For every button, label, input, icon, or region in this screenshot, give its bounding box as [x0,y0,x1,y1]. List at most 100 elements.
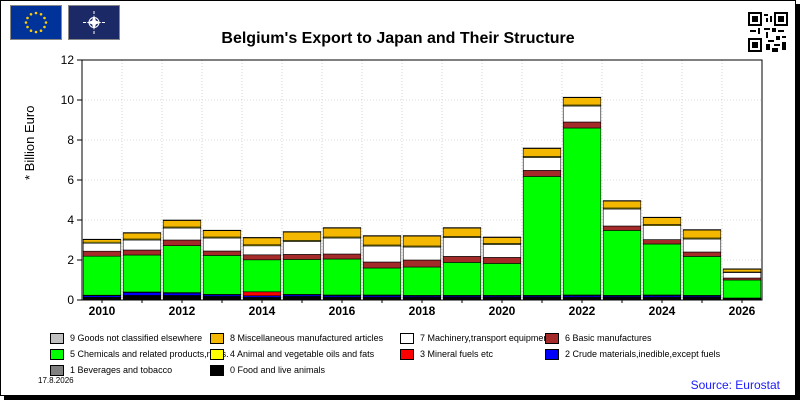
bar-segment [482,237,522,244]
y-tick-label: 4 [67,213,74,227]
legend-swatch [50,349,64,361]
bar-segment [602,225,642,231]
x-tick-label: 2012 [169,304,196,318]
y-tick-label: 6 [67,173,74,187]
legend-swatch [210,349,224,361]
bar-segment [402,259,442,268]
legend-item: 3 Mineral fuels etc [400,348,494,361]
bar-segment [242,245,282,256]
bar-segment [602,200,642,209]
legend-label: 4 Animal and vegetable oils and fats [230,349,375,359]
bar-segment [482,236,522,238]
bar-segment [162,239,202,246]
x-tick-label: 2016 [329,304,356,318]
legend-swatch [210,365,224,377]
chart-legend: 9 Goods not classified elsewhere 8 Miscel… [50,332,770,377]
bar-segment [482,263,522,296]
x-tick-label: 2024 [649,304,676,318]
legend-swatch [545,333,559,345]
bar-segment [642,243,682,296]
legend-label: 9 Goods not classified elsewhere [70,333,203,343]
y-tick-label: 2 [67,253,74,267]
bar-segment [202,250,242,256]
legend-item: 1 Beverages and tobacco [50,364,173,377]
bar-segment [682,251,722,257]
bar-segment [122,232,162,240]
bar-segment [402,246,442,261]
bar-segment [122,292,162,296]
bar-segment [522,157,562,171]
bar-segment [602,230,642,296]
nato-flag-icon [68,5,120,40]
y-tick-label: 8 [67,133,74,147]
y-tick-label: 0 [67,293,74,307]
bar-segment [722,277,762,281]
bar-segment [202,237,242,252]
bar-segment [442,227,482,237]
bar-segment [522,148,562,157]
bar-segment [402,266,442,296]
legend-item: 2 Crude materials,inedible,except fuels [545,348,721,361]
bar-segment [322,253,362,260]
bar-segment [642,217,682,225]
bar-segment [162,220,202,228]
plot-border [81,59,763,301]
bar-segment [402,235,442,237]
legend-item: 9 Goods not classified elsewhere [50,332,203,345]
bar-segment [282,231,322,233]
legend-item: 4 Animal and vegetable oils and fats [210,348,375,361]
bar-segment [202,230,242,238]
bar-segment [82,242,122,252]
bar-segment [362,235,402,246]
bar-segment [442,262,482,296]
bar-segment [122,295,162,301]
bar-segment [322,227,362,229]
bar-segment [162,245,202,293]
x-tick-label: 2022 [569,304,596,318]
eu-flag-icon [10,5,62,40]
legend-label: 3 Mineral fuels etc [420,349,494,359]
bar-segment [682,229,722,239]
x-tick-label: 2018 [409,304,436,318]
bar-segment [82,255,122,296]
bar-segment [82,250,122,257]
bar-segment [362,245,402,263]
bar-segment [442,227,482,229]
date-stamp: 17.8.2026 [38,376,74,385]
bar-segment [122,239,162,251]
bar-segment [282,254,322,260]
legend-item: 6 Basic manufactures [545,332,652,345]
legend-label: 7 Machinery,transport equipment [420,333,551,343]
bar-segment [442,256,482,263]
legend-label: 5 Chemicals and related products,n.e.s. [70,349,229,359]
bar-segment [122,232,162,234]
legend-item: 8 Miscellaneous manufactured articles [210,332,383,345]
bar-segment [162,227,202,241]
qr-code-icon [748,12,788,52]
bar-segment [122,254,162,293]
legend-item: 5 Chemicals and related products,n.e.s. [50,348,229,361]
x-tick-label: 2010 [89,304,116,318]
bar-segment [522,176,562,296]
bar-segment [442,237,482,257]
legend-item: 7 Machinery,transport equipment [400,332,551,345]
y-tick-label: 12 [61,53,75,67]
bar-segment [642,225,682,240]
legend-label: 1 Beverages and tobacco [70,365,173,375]
bar-segment [282,259,322,295]
legend-swatch [400,349,414,361]
bar-segment [82,238,122,240]
bar-segment [122,249,162,256]
bar-segment [362,261,402,269]
bar-segment [722,272,762,279]
bar-segment [562,97,602,106]
legend-item: 0 Food and live animals [210,364,326,377]
x-tick-label: 2020 [489,304,516,318]
bar-segment [322,237,362,255]
legend-label: 0 Food and live animals [230,365,326,375]
bar-segment [562,105,602,123]
legend-label: 2 Crude materials,inedible,except fuels [565,349,721,359]
bar-segment [682,238,722,253]
bar-segment [522,170,562,177]
source-label: Source: Eurostat [690,378,780,392]
